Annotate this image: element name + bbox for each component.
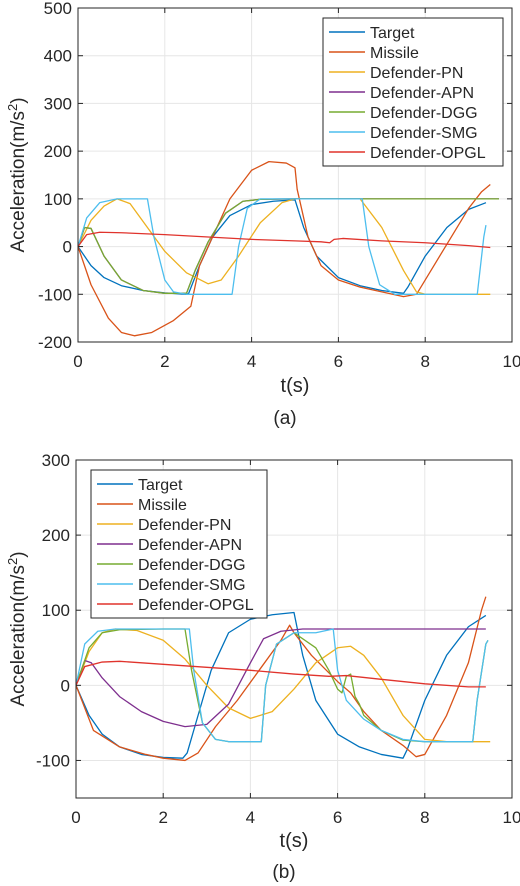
series-line-apn [76, 628, 486, 728]
x-axis-label: t(s) [281, 375, 310, 397]
y-axis-label: Acceleration(m/s2) [5, 551, 29, 706]
legend-label: Missile [370, 45, 419, 62]
legend-label: Defender-PN [370, 65, 463, 82]
x-tick-label: 0 [71, 808, 80, 827]
axes-box [75, 459, 513, 799]
x-tick-label: 6 [334, 352, 343, 371]
y-tick-label: -200 [38, 333, 72, 352]
series-line-opgl [76, 660, 486, 688]
x-tick-label: 2 [158, 808, 167, 827]
y-tick-label: -100 [36, 751, 70, 770]
y-axis-label-main: Acceleration(m/s [8, 565, 29, 707]
x-tick-label: 10 [503, 808, 520, 827]
series-line-pn [78, 198, 491, 295]
series-line-opgl [78, 231, 491, 249]
legend-label: Defender-SMG [370, 125, 478, 142]
y-tick-label: -100 [38, 285, 72, 304]
x-tick-label: 8 [420, 352, 429, 371]
x-axis-label: t(s) [280, 830, 309, 852]
series-group [76, 596, 491, 762]
legend-label: Defender-APN [138, 537, 242, 554]
y-tick-label: 300 [42, 451, 70, 470]
legend: Target Missile Defender-PN Defender-APN Defe… [90, 469, 268, 619]
legend-label: Defender-OPGL [138, 597, 254, 614]
series-line-dgg [78, 198, 499, 294]
series-line-missile [78, 160, 491, 337]
x-tick-label: 6 [333, 808, 342, 827]
y-axis-label-close: ) [8, 97, 29, 103]
x-tick-label: 8 [420, 808, 429, 827]
x-tick-label: 4 [247, 352, 256, 371]
y-tick-label: 100 [44, 190, 72, 209]
y-tick-label: 300 [44, 94, 72, 113]
legend: Target Missile Defender-PN Defender-APN Defe… [322, 17, 504, 167]
series-group [78, 160, 499, 337]
legend-label: Target [138, 477, 183, 494]
y-axis-label: Acceleration(m/s2) [5, 97, 29, 252]
y-tick-label: 200 [42, 526, 70, 545]
chart-panel-b: 0 2 4 6 8 10 -100 0 100 200 300 t(s) Acceleration(m/… [5, 451, 520, 883]
x-tick-label: 0 [73, 352, 82, 371]
y-tick-label: 0 [63, 238, 72, 257]
series-line-smg [78, 198, 487, 295]
legend-label: Missile [138, 497, 187, 514]
y-axis-label-sup: 2 [5, 104, 20, 111]
y-axis-label-close: ) [8, 551, 29, 557]
chart-panel-a: 0 2 4 6 8 10 -200 -100 0 100 200 300 400 500 t(s) Accel… [5, 0, 520, 429]
legend-label: Defender-PN [138, 517, 231, 534]
x-tick-label: 2 [160, 352, 169, 371]
panel-label: (a) [273, 408, 296, 429]
y-tick-label: 500 [44, 0, 72, 18]
legend-label: Defender-DGG [138, 557, 246, 574]
y-tick-label: 200 [44, 142, 72, 161]
legend-label: Defender-DGG [370, 105, 478, 122]
legend-label: Target [370, 25, 415, 42]
y-axis-label-main: Acceleration(m/s [8, 111, 29, 253]
legend-label: Defender-SMG [138, 577, 246, 594]
legend-label: Defender-OPGL [370, 145, 486, 162]
x-tick-label: 4 [246, 808, 255, 827]
y-tick-label: 400 [44, 47, 72, 66]
legend-label: Defender-APN [370, 85, 474, 102]
y-tick-label: 0 [61, 676, 70, 695]
axes-box [77, 7, 513, 343]
panel-label: (b) [272, 862, 295, 883]
x-tick-label: 10 [503, 352, 520, 371]
y-tick-label: 100 [42, 601, 70, 620]
y-axis-label-sup: 2 [5, 558, 20, 565]
series-line-smg [76, 628, 489, 743]
